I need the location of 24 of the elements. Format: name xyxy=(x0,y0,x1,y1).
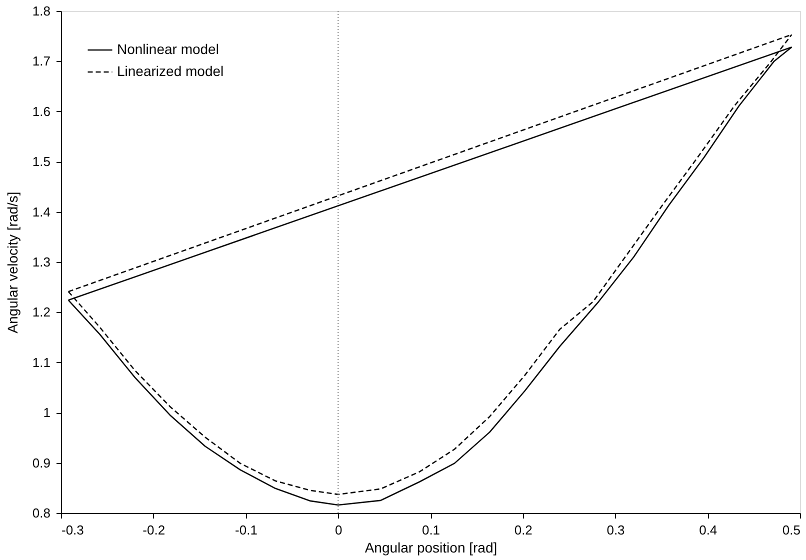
y-tick-label: 1 xyxy=(43,405,50,420)
y-tick-label: 1.7 xyxy=(32,54,50,69)
y-tick-label: 1.5 xyxy=(32,154,50,170)
x-tick-label: 0.1 xyxy=(422,522,440,538)
y-tick-label: 0.8 xyxy=(32,506,50,520)
y-tick-label: 1.4 xyxy=(32,204,50,220)
y-tick-label: 1.1 xyxy=(32,354,50,370)
x-tick-label: -0.1 xyxy=(235,522,258,538)
x-tick-label: 0.3 xyxy=(606,522,625,538)
x-tick-label: -0.3 xyxy=(62,522,84,538)
y-tick-label: 1.8 xyxy=(32,4,50,18)
y-tick-label: 1.6 xyxy=(32,104,50,119)
x-tick-label: 0.2 xyxy=(514,522,532,538)
y-tick-label: 1.3 xyxy=(32,254,50,270)
legend-label: Nonlinear model xyxy=(117,41,219,57)
legend-label: Linearized model xyxy=(117,63,224,79)
y-axis-title: Angular velocity [rad/s] xyxy=(4,192,20,334)
y-tick-label: 0.9 xyxy=(32,455,50,470)
y-tick-label: 1.2 xyxy=(32,304,50,320)
x-axis-title: Angular position [rad] xyxy=(364,540,498,556)
x-tick-label: 0 xyxy=(335,522,342,538)
x-tick-label: 0.4 xyxy=(699,522,718,538)
x-tick-label: 0.5 xyxy=(782,522,800,538)
x-tick-label: -0.2 xyxy=(142,522,166,538)
